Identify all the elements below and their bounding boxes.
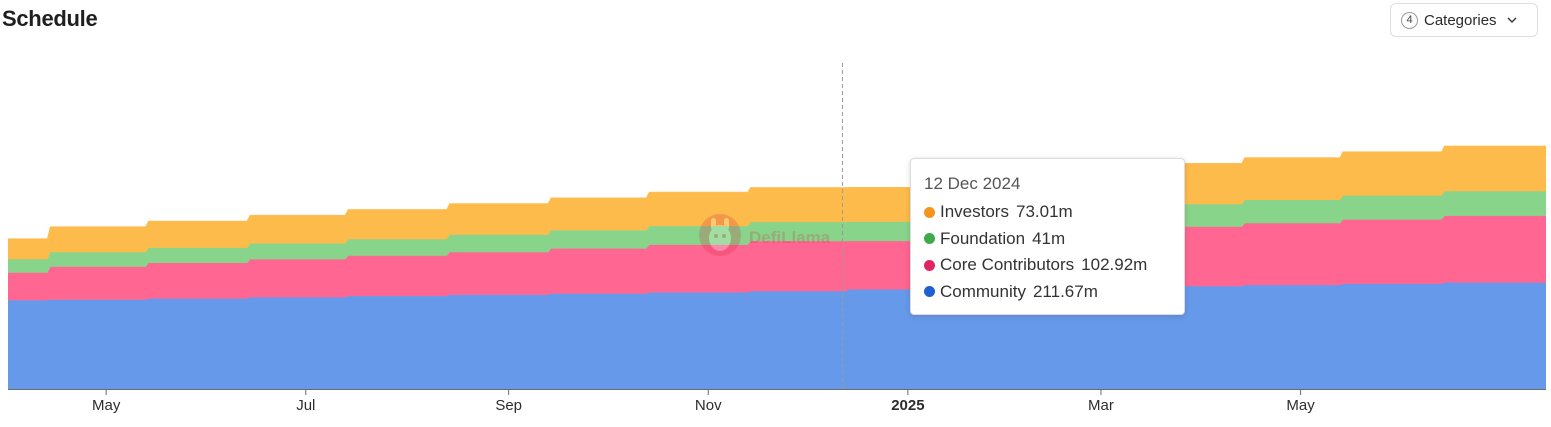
x-tick-label: 2025 (891, 397, 924, 414)
watermark-text: DefiLlama (749, 227, 831, 247)
x-tick-label: Jul (296, 397, 315, 414)
foundation-dot-icon (924, 233, 935, 245)
tooltip-series-name: Core Contributors (940, 255, 1075, 275)
categories-dropdown[interactable]: 4 Categories (1390, 3, 1538, 37)
x-tick-label: May (92, 397, 121, 414)
watermark: DefiLlama (697, 212, 830, 263)
page-title: Schedule (2, 6, 98, 31)
categories-label: Categories (1424, 11, 1497, 29)
tooltip-series-value: 211.67m (1032, 281, 1098, 301)
llama-logo-icon (697, 212, 743, 263)
x-tick-label: May (1286, 397, 1315, 414)
chart-tooltip: 12 Dec 2024 Investors 73.01m Foundation … (910, 158, 1185, 315)
core-contributors-dot-icon (924, 259, 935, 271)
tooltip-series-name: Community (940, 281, 1026, 301)
line-investors (8, 145, 1546, 240)
tooltip-date: 12 Dec 2024 (924, 174, 1021, 193)
tooltip-series-value: 73.01m (1015, 202, 1073, 222)
community-dot-icon (924, 286, 935, 298)
tooltip-series-name: Investors (940, 202, 1009, 222)
tooltip-row-investors: Investors 73.01m (924, 199, 1171, 226)
categories-count-badge: 4 (1401, 11, 1418, 29)
tooltip-row-core-contributors: Core Contributors 102.92m (924, 252, 1171, 279)
chevron-down-icon (1507, 17, 1517, 24)
tooltip-series-value: 102.92m (1081, 255, 1148, 275)
tooltip-series-value: 41m (1032, 228, 1066, 248)
investors-dot-icon (924, 206, 935, 218)
tooltip-series-name: Foundation (940, 228, 1026, 248)
x-tick-label: Mar (1088, 397, 1114, 414)
tooltip-row-foundation: Foundation 41m (924, 226, 1171, 253)
x-tick-label: Nov (695, 397, 722, 414)
x-tick-label: Sep (495, 397, 522, 414)
tooltip-row-community: Community 211.67m (924, 279, 1171, 306)
